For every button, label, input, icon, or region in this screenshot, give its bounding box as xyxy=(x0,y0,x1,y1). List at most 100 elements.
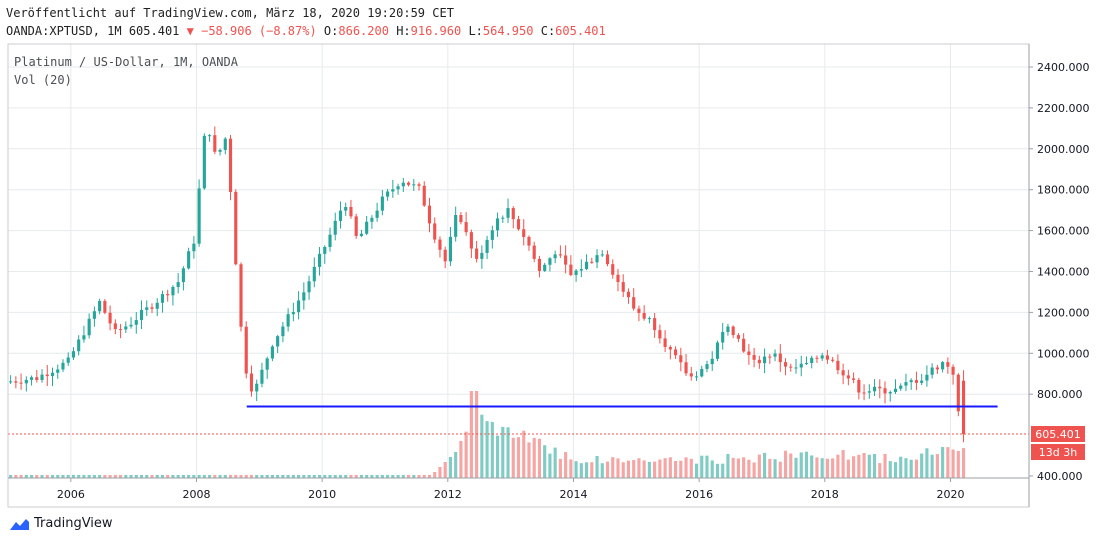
volume-bar xyxy=(956,450,960,478)
candle-body xyxy=(831,359,835,361)
volume-bar xyxy=(61,475,65,478)
volume-bar xyxy=(281,475,285,478)
candle-body xyxy=(438,239,442,250)
volume-bar xyxy=(799,452,803,478)
volume-bar xyxy=(344,475,348,478)
volume-bar xyxy=(700,455,704,478)
candle-body xyxy=(139,309,144,321)
volume-bar xyxy=(804,451,809,478)
volume-bar xyxy=(365,475,369,478)
volume-bar xyxy=(511,437,515,478)
candle-body xyxy=(836,360,840,371)
candle-body xyxy=(197,188,201,244)
candles xyxy=(9,126,966,443)
candle-body xyxy=(878,386,882,389)
volume-bar xyxy=(516,437,521,478)
volume-bar xyxy=(66,475,70,478)
volume-bar xyxy=(386,475,390,478)
candle-body xyxy=(401,182,405,187)
volume-bar xyxy=(579,463,583,478)
volume-bar xyxy=(909,459,913,478)
candle-body xyxy=(658,330,662,339)
volume-bar xyxy=(71,475,76,478)
volume-bar xyxy=(192,475,196,478)
volume-bar xyxy=(50,475,55,478)
volume-bar xyxy=(893,462,898,478)
candle-body xyxy=(710,358,714,365)
candle-body xyxy=(71,351,76,358)
volume-bar xyxy=(872,453,877,478)
candle-body xyxy=(584,261,589,270)
candle-body xyxy=(396,186,400,190)
candle-body xyxy=(459,215,463,223)
candle-body xyxy=(668,347,672,350)
volume-bar xyxy=(548,453,552,478)
volume-bar xyxy=(878,463,882,478)
price-chart[interactable]: 2400.000 2200.000 2000.000 1800.000 1600.000… xyxy=(0,42,1100,508)
candle-body xyxy=(119,329,123,331)
volume-bar xyxy=(166,475,170,478)
volume-bar xyxy=(197,475,201,478)
candle-body xyxy=(77,339,81,352)
volume-bar xyxy=(679,460,683,478)
volume-bar xyxy=(810,455,814,478)
volume-bar xyxy=(632,460,636,478)
candle-body xyxy=(920,380,924,383)
candle-body xyxy=(103,300,107,313)
volume-bar xyxy=(448,457,453,478)
candle-body xyxy=(344,207,348,211)
tradingview-cloud-icon xyxy=(10,518,29,530)
candle-body xyxy=(202,135,206,189)
volume-bar xyxy=(569,459,573,478)
candle-body xyxy=(621,282,625,292)
volume-bar xyxy=(590,462,594,478)
candle-body xyxy=(359,233,363,236)
volume-bar xyxy=(129,475,133,478)
candle-body xyxy=(825,355,829,360)
volume-bar xyxy=(286,475,290,478)
volume-bar xyxy=(721,463,725,478)
time-tick-label: 2020 xyxy=(936,488,964,501)
volume-bar xyxy=(239,475,243,478)
candle-body xyxy=(181,268,185,283)
tradingview-logo[interactable]: TradingView xyxy=(6,516,113,531)
volume-bar xyxy=(134,475,138,478)
down-arrow-icon: ▼ xyxy=(186,24,194,38)
candle-body xyxy=(600,254,604,256)
candle-body xyxy=(694,376,699,378)
candle-body xyxy=(810,357,814,364)
volume-bar xyxy=(495,435,500,478)
volume-bar xyxy=(616,458,620,478)
candle-body xyxy=(234,191,238,265)
price-axis: 2400.000 2200.000 2000.000 1800.000 1600.000… xyxy=(1029,61,1090,483)
candle-body xyxy=(637,308,641,313)
published-note: Veröffentlicht auf TradingView.com, März… xyxy=(6,6,454,20)
candle-body xyxy=(187,251,191,269)
candle-body xyxy=(406,182,411,185)
volume-bar xyxy=(307,475,311,478)
volume-bar xyxy=(213,475,217,478)
volume-bar xyxy=(171,475,175,478)
volume-bar xyxy=(852,456,856,478)
candle-body xyxy=(40,374,44,381)
volume-bar xyxy=(155,475,159,478)
volume-bar xyxy=(783,450,788,478)
candle-body xyxy=(160,294,165,303)
candle-body xyxy=(98,300,102,312)
volume-bar xyxy=(56,475,60,478)
candle-body xyxy=(145,307,149,310)
volume-bar xyxy=(553,447,557,478)
svg-text:605.401: 605.401 xyxy=(1035,428,1081,441)
volume-bar xyxy=(621,462,625,478)
candle-body xyxy=(228,138,233,192)
price-tick-label: 2000.000 xyxy=(1037,143,1090,156)
candle-body xyxy=(532,245,536,259)
volume-bar xyxy=(396,475,400,478)
candle-body xyxy=(166,294,170,296)
volume-bar xyxy=(40,475,44,478)
volume-bar xyxy=(668,457,672,478)
chart-legend-title: Platinum / US-Dollar, 1M, OANDA xyxy=(14,55,239,69)
candle-body xyxy=(516,219,521,230)
candle-body xyxy=(176,282,180,287)
symbol-ohlc-line: OANDA:XPTUSD, 1M 605.401 ▼ −58.906 (−8.8… xyxy=(6,24,606,38)
